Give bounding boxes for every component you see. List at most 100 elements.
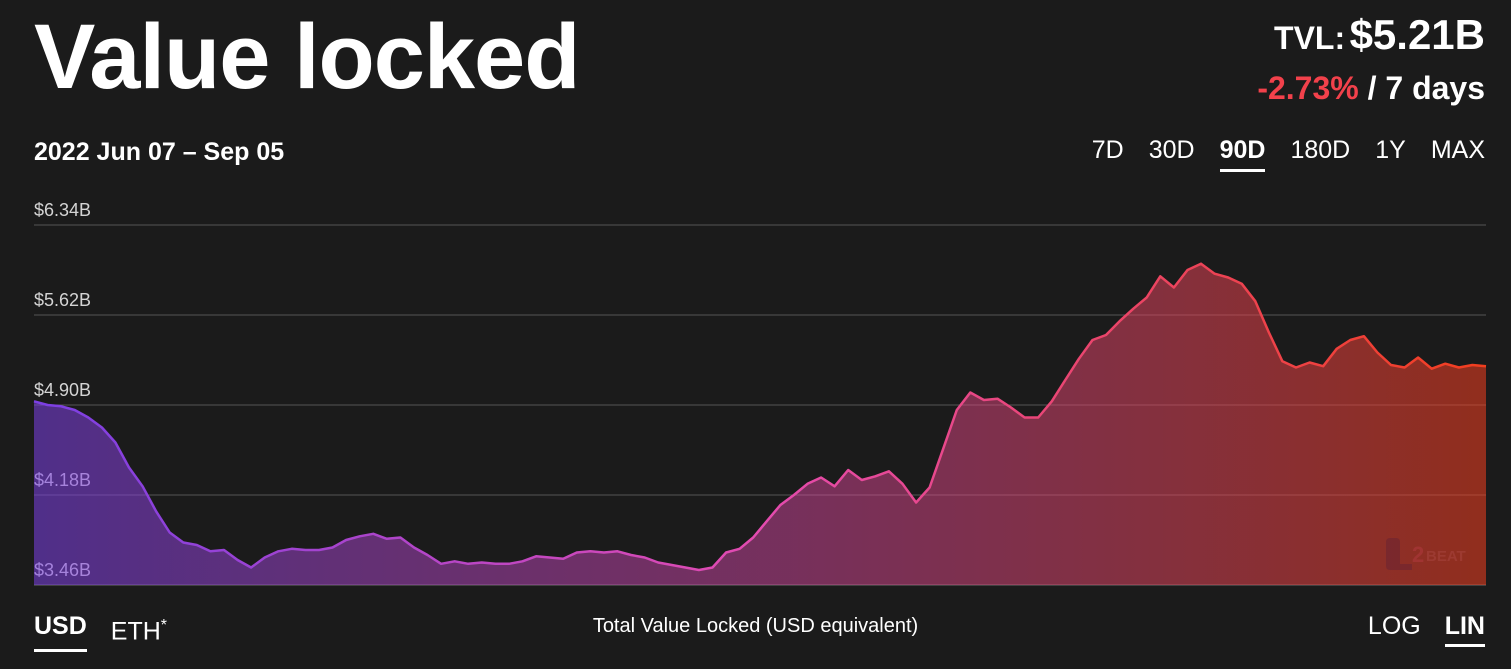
data-point bbox=[1267, 331, 1271, 335]
data-point bbox=[100, 426, 104, 430]
tvl-chart[interactable]: $3.46B$4.18B$4.90B$5.62B$6.34B bbox=[0, 190, 1511, 590]
data-point bbox=[602, 551, 606, 555]
y-tick-label: $4.90B bbox=[34, 380, 91, 400]
tvl-label: TVL: bbox=[1274, 20, 1346, 56]
page-title: Value locked bbox=[34, 6, 580, 108]
data-point bbox=[656, 561, 660, 565]
y-tick-label: $6.34B bbox=[34, 200, 91, 220]
data-point bbox=[1416, 356, 1420, 360]
data-point bbox=[711, 566, 715, 570]
data-point bbox=[534, 554, 538, 558]
data-point bbox=[195, 543, 199, 547]
data-point bbox=[887, 469, 891, 473]
data-point bbox=[1009, 406, 1013, 410]
data-point bbox=[860, 478, 864, 482]
data-point bbox=[276, 549, 280, 553]
data-point bbox=[439, 562, 443, 566]
tvl-value: $5.21B bbox=[1349, 11, 1485, 58]
data-point bbox=[127, 466, 131, 470]
data-point bbox=[86, 416, 90, 420]
data-point bbox=[507, 562, 511, 566]
data-point bbox=[1362, 334, 1366, 338]
data-point bbox=[46, 403, 50, 407]
scale-lin-button[interactable]: LIN bbox=[1444, 610, 1485, 647]
data-point bbox=[222, 548, 226, 552]
svg-text:BEAT: BEAT bbox=[1426, 548, 1466, 565]
data-point bbox=[1158, 274, 1162, 278]
data-point bbox=[73, 408, 77, 412]
data-point bbox=[1294, 366, 1298, 370]
data-point bbox=[914, 501, 918, 505]
data-point bbox=[371, 532, 375, 536]
data-point bbox=[643, 556, 647, 560]
data-point bbox=[181, 541, 185, 545]
data-point bbox=[792, 493, 796, 497]
data-point bbox=[208, 549, 212, 553]
data-point bbox=[683, 566, 687, 570]
data-point bbox=[1036, 416, 1040, 420]
change-percent: -2.73% bbox=[1257, 70, 1359, 106]
tvl-change: -2.73% / 7 days bbox=[1257, 68, 1485, 108]
data-point bbox=[1280, 359, 1284, 363]
data-point bbox=[141, 484, 145, 488]
data-point bbox=[344, 538, 348, 542]
data-point bbox=[1253, 299, 1257, 303]
data-point bbox=[588, 549, 592, 553]
period-tabs: 7D 30D 90D 180D 1Y MAX bbox=[1092, 134, 1485, 172]
change-period: / 7 days bbox=[1367, 70, 1485, 106]
data-point bbox=[1403, 366, 1407, 370]
tab-90d[interactable]: 90D bbox=[1219, 134, 1266, 172]
data-point bbox=[1104, 333, 1108, 337]
data-point bbox=[113, 441, 117, 445]
data-point bbox=[1050, 399, 1054, 403]
data-point bbox=[1375, 351, 1379, 355]
data-point bbox=[385, 537, 389, 541]
data-point bbox=[968, 391, 972, 395]
data-point bbox=[778, 503, 782, 507]
data-point bbox=[928, 486, 932, 490]
data-point bbox=[738, 547, 742, 551]
data-point bbox=[819, 476, 823, 480]
scale-log-button[interactable]: LOG bbox=[1367, 612, 1421, 640]
data-point bbox=[249, 566, 253, 570]
tab-30d[interactable]: 30D bbox=[1148, 136, 1195, 164]
currency-toggle: USD ETH* bbox=[34, 610, 167, 653]
data-point bbox=[901, 482, 905, 486]
data-point bbox=[873, 474, 877, 478]
tvl-summary: TVL: $5.21B -2.73% / 7 days bbox=[1257, 12, 1485, 108]
data-point bbox=[358, 534, 362, 538]
data-point bbox=[1348, 338, 1352, 342]
data-point bbox=[32, 399, 36, 403]
data-point bbox=[1226, 276, 1230, 280]
chart-caption: Total Value Locked (USD equivalent) bbox=[592, 615, 919, 637]
tab-7d[interactable]: 7D bbox=[1091, 136, 1124, 164]
data-point bbox=[426, 553, 430, 557]
data-point bbox=[1118, 319, 1122, 323]
tab-max[interactable]: MAX bbox=[1430, 136, 1485, 164]
currency-usd-button[interactable]: USD bbox=[34, 610, 87, 653]
data-point bbox=[1443, 362, 1447, 366]
tab-1y[interactable]: 1Y bbox=[1375, 136, 1406, 164]
data-point bbox=[1023, 416, 1027, 420]
data-point bbox=[982, 398, 986, 402]
tab-180d[interactable]: 180D bbox=[1290, 136, 1351, 164]
data-point bbox=[236, 558, 240, 562]
tvl-line bbox=[33, 262, 1487, 572]
currency-usd-label: USD bbox=[34, 612, 87, 640]
data-point bbox=[1240, 282, 1244, 286]
data-point bbox=[1077, 357, 1081, 361]
data-point bbox=[1063, 378, 1067, 382]
data-point bbox=[955, 408, 959, 412]
data-point bbox=[398, 536, 402, 540]
data-point bbox=[290, 547, 294, 551]
data-point bbox=[670, 563, 674, 567]
data-point bbox=[480, 561, 484, 565]
data-point bbox=[765, 519, 769, 523]
data-point bbox=[1199, 262, 1203, 266]
currency-eth-button[interactable]: ETH* bbox=[111, 610, 167, 652]
tvl-total: TVL: $5.21B bbox=[1257, 12, 1485, 68]
data-point bbox=[154, 509, 158, 513]
data-point bbox=[697, 568, 701, 572]
data-point bbox=[616, 549, 620, 553]
svg-text:2: 2 bbox=[1412, 542, 1424, 567]
